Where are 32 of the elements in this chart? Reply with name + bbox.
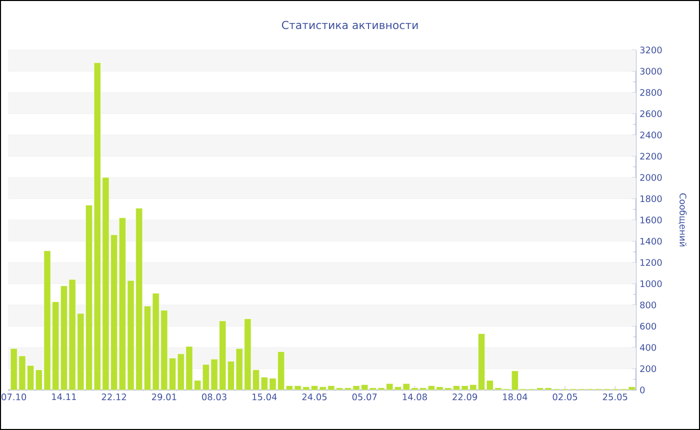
y-tick-label: 1800 (640, 195, 662, 202)
x-tick-label: 05.07 (352, 394, 377, 400)
y-tick-label: 2600 (640, 110, 662, 118)
y-tick-label: 3200 (640, 46, 662, 54)
y-tick-label: 2000 (640, 174, 662, 181)
x-tick-label: 18.04 (503, 394, 528, 400)
x-tick-label: 08.03 (202, 394, 226, 400)
x-tick-label: 15.04 (252, 394, 277, 400)
chart-title: Статистика активности (282, 20, 418, 30)
x-tick-label: 07.10 (2, 394, 26, 400)
y-tick-label: 200 (640, 365, 656, 372)
x-tick-label: 14.11 (52, 394, 76, 400)
y-tick-label: 2400 (640, 132, 662, 138)
x-tick-label: 02.05 (552, 394, 578, 400)
y-tick-label: 600 (640, 322, 656, 330)
y-tick-label: 3000 (640, 68, 662, 75)
y-tick-label: 1400 (640, 238, 662, 245)
x-tick-label: 22.12 (102, 394, 126, 400)
y-tick-label: 2800 (640, 89, 662, 96)
y-tick-label: 800 (640, 302, 656, 308)
x-tick-label: 29.01 (152, 394, 176, 400)
y-tick-label: 2200 (640, 152, 662, 160)
x-tick-label: 14.08 (402, 394, 427, 400)
y-tick-label: 1000 (640, 280, 662, 288)
y-tick-label: 0 (640, 386, 645, 394)
y-tick-label: 1600 (640, 216, 662, 224)
y-axis-title: Сообщений (678, 193, 687, 246)
x-tick-label: 25.05 (602, 394, 628, 400)
x-tick-label: 24.05 (302, 394, 327, 400)
y-tick-label: 1200 (640, 259, 662, 266)
x-tick-label: 22.09 (452, 394, 478, 400)
y-tick-label: 400 (640, 344, 656, 351)
